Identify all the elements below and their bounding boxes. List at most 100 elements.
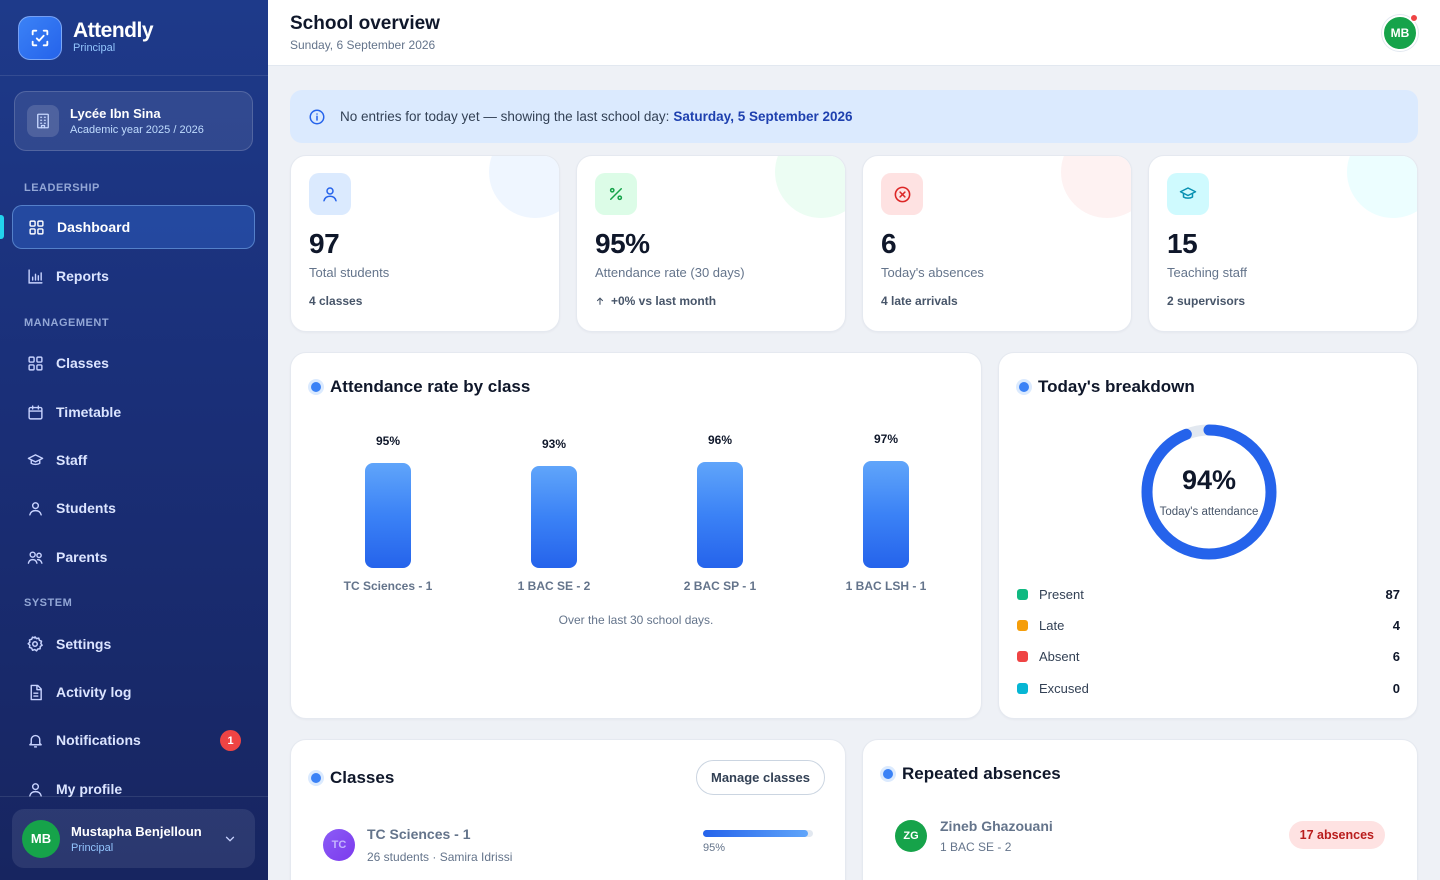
stat-label: Attendance rate (30 days) <box>595 265 745 280</box>
class-meta: 26 students · Samira Idrissi <box>367 850 513 864</box>
section-title-text: Repeated absences <box>902 764 1061 783</box>
legend-swatch <box>1017 682 1028 694</box>
x-circle-icon <box>881 173 923 215</box>
brand[interactable]: Attendly Principal <box>0 0 268 76</box>
sidebar-item-label: Staff <box>56 452 88 468</box>
user-role: Principal <box>71 841 114 854</box>
section-dot <box>311 773 321 783</box>
bar[interactable] <box>365 463 411 568</box>
legend-value: 87 <box>1385 586 1400 602</box>
stat-card-total-students[interactable]: 97 Total students 4 classes <box>290 155 560 332</box>
student-name[interactable]: Zineb Ghazouani <box>940 818 1053 834</box>
calendar-icon <box>26 403 44 421</box>
legend-label: Excused <box>1039 680 1089 696</box>
sidebar-item-reports[interactable]: Reports <box>12 254 255 298</box>
info-banner: No entries for today yet — showing the l… <box>290 90 1418 143</box>
class-progress-fill <box>703 830 808 837</box>
legend-label: Present <box>1039 586 1084 602</box>
building-icon <box>27 105 59 137</box>
nav-section-system: SYSTEM <box>24 597 73 609</box>
legend-row-absent: Absent 6 <box>1017 646 1400 666</box>
bar-value-label: 96% <box>707 433 733 447</box>
sidebar-item-label: Settings <box>56 636 112 652</box>
decoration <box>1061 156 1131 218</box>
sidebar-item-timetable[interactable]: Timetable <box>12 390 255 434</box>
class-rate: 95% <box>703 842 726 854</box>
bar[interactable] <box>863 461 909 568</box>
school-selector[interactable]: Lycée Ibn Sina Academic year 2025 / 2026 <box>14 91 253 151</box>
user-icon <box>26 499 44 517</box>
stat-label: Teaching staff <box>1167 265 1247 280</box>
nav-section-leadership: LEADERSHIP <box>24 182 100 194</box>
legend-value: 4 <box>1392 617 1400 633</box>
manage-classes-button[interactable]: Manage classes <box>695 760 825 795</box>
banner-text: No entries for today yet — showing the l… <box>340 109 670 124</box>
nav-section-management: MANAGEMENT <box>24 317 110 329</box>
sidebar: Attendly Principal Lycée Ibn Sina Academ… <box>0 0 268 880</box>
sidebar-item-label: My profile <box>56 781 123 797</box>
grid-icon <box>26 354 44 372</box>
grid-icon <box>27 218 45 236</box>
sidebar-item-settings[interactable]: Settings <box>12 622 255 666</box>
bar-category-label: 1 BAC SE - 2 <box>517 579 591 593</box>
chevron-down-icon[interactable] <box>223 832 237 846</box>
arrow-up-icon <box>595 296 605 306</box>
sidebar-item-my-profile[interactable]: My profile <box>12 767 255 811</box>
status-dot <box>1410 14 1418 22</box>
legend-label: Absent <box>1039 648 1080 664</box>
decoration <box>489 156 559 218</box>
active-indicator <box>0 215 4 239</box>
sidebar-item-parents[interactable]: Parents <box>12 535 255 579</box>
legend-label: Late <box>1039 617 1065 633</box>
stat-label: Today's absences <box>881 265 984 280</box>
divider <box>0 796 268 797</box>
decoration <box>1347 156 1417 218</box>
sidebar-item-dashboard[interactable]: Dashboard <box>12 205 255 249</box>
class-name: TC Sciences - 1 <box>367 826 471 842</box>
stat-sub: 4 classes <box>309 294 363 308</box>
legend-row-present: Present 87 <box>1017 584 1400 604</box>
class-row[interactable]: TC TC Sciences - 1 26 students · Samira … <box>291 820 845 880</box>
bell-icon <box>26 731 44 749</box>
sidebar-item-staff[interactable]: Staff <box>12 438 255 482</box>
page-date: Sunday, 6 September 2026 <box>290 38 436 52</box>
legend-swatch <box>1017 588 1028 600</box>
donut-label: Today's attendance <box>1159 506 1259 518</box>
stat-sub: 2 supervisors <box>1167 294 1246 308</box>
school-name: Lycée Ibn Sina <box>70 106 161 121</box>
bar-category-label: TC Sciences - 1 <box>343 579 433 593</box>
avatar: MB <box>22 819 60 858</box>
sidebar-item-label: Dashboard <box>57 219 131 235</box>
section-title: Repeated absences <box>883 764 1061 784</box>
todays-breakdown-card: Today's breakdown 94% Today's attendance… <box>998 352 1418 719</box>
bar-value-label: 95% <box>375 434 401 448</box>
sidebar-item-notifications[interactable]: Notifications 1 <box>12 718 255 762</box>
class-progress-track <box>703 830 813 837</box>
sidebar-item-label: Parents <box>56 549 108 565</box>
chart-caption: Over the last 30 school days. <box>558 613 714 627</box>
legend-value: 6 <box>1392 648 1400 664</box>
user-menu[interactable]: MB Mustapha Benjelloun Principal <box>12 809 255 868</box>
bar[interactable] <box>531 466 577 568</box>
graduation-cap-icon <box>1167 173 1209 215</box>
legend-row-late: Late 4 <box>1017 615 1400 635</box>
bar[interactable] <box>697 462 743 568</box>
repeated-absences-card: Repeated absences ZG Zineb Ghazouani 1 B… <box>862 739 1418 880</box>
attendance-donut <box>1141 424 1277 560</box>
stat-value: 6 <box>881 228 897 259</box>
stat-card-teaching-staff[interactable]: 15 Teaching staff 2 supervisors <box>1148 155 1418 332</box>
section-title: Classes <box>311 768 394 788</box>
users-icon <box>26 548 44 566</box>
academic-year: Academic year 2025 / 2026 <box>70 124 204 136</box>
attendance-by-class-card: Attendance rate by class 95% TC Sciences … <box>290 352 982 719</box>
stat-card-attendance-rate[interactable]: 95% Attendance rate (30 days) +0% vs las… <box>576 155 846 332</box>
stat-card-todays-absences[interactable]: 6 Today's absences 4 late arrivals <box>862 155 1132 332</box>
attendly-logo-icon <box>18 15 62 60</box>
bar-value-label: 97% <box>873 432 899 446</box>
sidebar-item-students[interactable]: Students <box>12 486 255 530</box>
donut-percent: 94% <box>1181 465 1237 495</box>
brand-role: Principal <box>73 42 116 54</box>
banner-date: Saturday, 5 September 2026 <box>673 109 853 124</box>
sidebar-item-classes[interactable]: Classes <box>12 341 255 385</box>
sidebar-item-activity-log[interactable]: Activity log <box>12 670 255 714</box>
